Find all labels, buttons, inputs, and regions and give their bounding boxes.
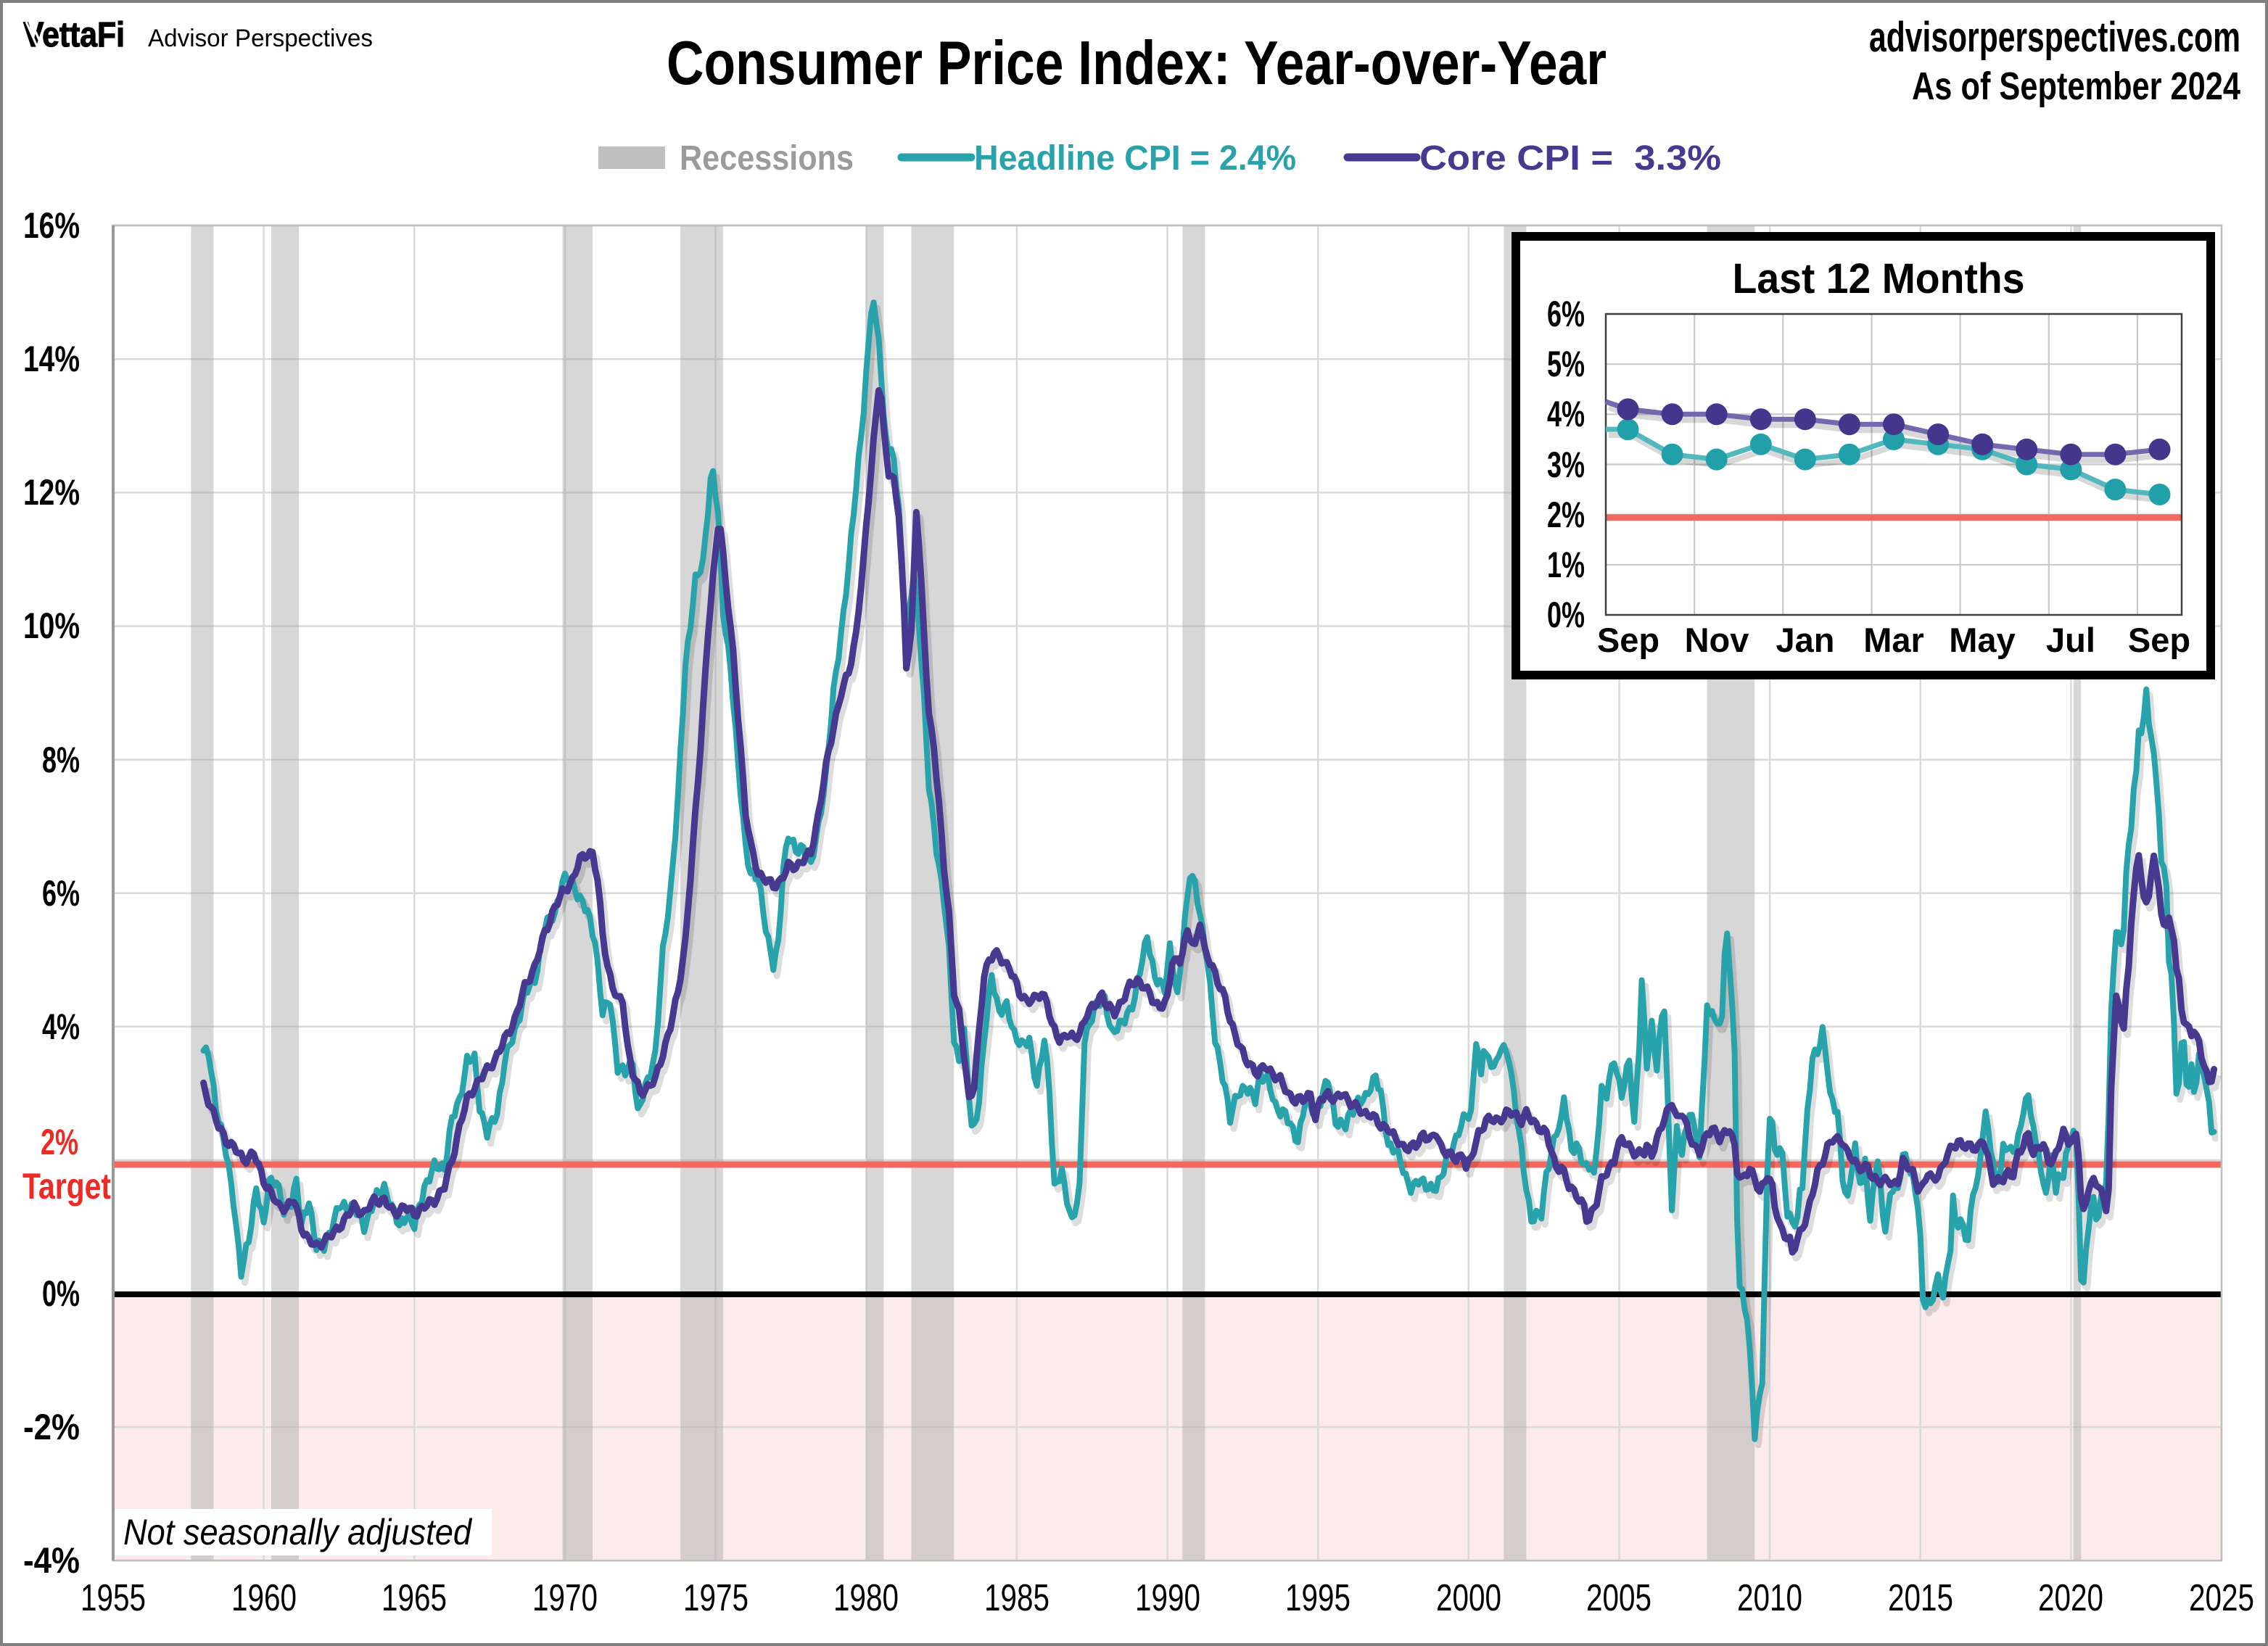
svg-text:VettaFi: VettaFi <box>23 16 125 54</box>
svg-text:8%: 8% <box>42 740 80 780</box>
svg-text:1960: 1960 <box>231 1577 297 1619</box>
svg-text:Core CPI = 3.3%: Core CPI = 3.3% <box>1419 139 1721 178</box>
svg-text:-2%: -2% <box>23 1407 80 1447</box>
svg-text:Headline CPI = 2.4%: Headline CPI = 2.4% <box>974 139 1296 178</box>
svg-text:1980: 1980 <box>833 1577 899 1619</box>
svg-text:1985: 1985 <box>984 1577 1050 1619</box>
svg-text:1965: 1965 <box>382 1577 447 1619</box>
svg-text:6%: 6% <box>1547 294 1585 334</box>
svg-text:2%: 2% <box>1547 495 1585 535</box>
svg-text:1975: 1975 <box>683 1577 749 1619</box>
svg-text:Target: Target <box>22 1166 111 1207</box>
svg-text:14%: 14% <box>23 339 80 379</box>
svg-text:1990: 1990 <box>1135 1577 1200 1619</box>
svg-text:10%: 10% <box>23 605 80 646</box>
svg-text:Recessions: Recessions <box>680 139 854 178</box>
svg-text:Jul: Jul <box>2046 621 2095 659</box>
svg-text:1970: 1970 <box>532 1577 598 1619</box>
svg-text:May: May <box>1949 621 2015 659</box>
svg-text:Sep: Sep <box>2128 621 2190 659</box>
svg-text:12%: 12% <box>23 472 80 513</box>
svg-text:1955: 1955 <box>81 1577 146 1619</box>
svg-text:1%: 1% <box>1547 545 1585 585</box>
svg-text:Sep: Sep <box>1597 621 1659 659</box>
svg-text:3%: 3% <box>1547 444 1585 485</box>
svg-text:2005: 2005 <box>1586 1577 1651 1619</box>
svg-text:4%: 4% <box>1547 394 1585 434</box>
svg-text:Advisor Perspectives: Advisor Perspectives <box>148 25 373 52</box>
svg-text:16%: 16% <box>23 205 80 246</box>
svg-text:2015: 2015 <box>1888 1577 1953 1619</box>
svg-text:4%: 4% <box>42 1006 80 1047</box>
svg-text:2025: 2025 <box>2189 1577 2254 1619</box>
svg-text:Consumer Price Index: Year-ove: Consumer Price Index: Year-over-Year <box>667 29 1607 98</box>
svg-text:0%: 0% <box>1547 595 1585 635</box>
svg-text:1995: 1995 <box>1285 1577 1351 1619</box>
svg-text:2000: 2000 <box>1436 1577 1501 1619</box>
svg-text:Jan: Jan <box>1776 621 1835 659</box>
svg-text:Mar: Mar <box>1863 621 1924 659</box>
svg-text:advisorperspectives.com: advisorperspectives.com <box>1869 14 2240 61</box>
svg-text:2020: 2020 <box>2038 1577 2103 1619</box>
svg-text:Nov: Nov <box>1685 621 1749 659</box>
svg-text:2%: 2% <box>41 1122 78 1162</box>
svg-text:0%: 0% <box>42 1273 80 1314</box>
svg-text:Last 12 Months: Last 12 Months <box>1733 255 2025 302</box>
svg-text:-4%: -4% <box>23 1540 80 1581</box>
svg-text:5%: 5% <box>1547 344 1585 384</box>
svg-text:As of September 2024: As of September 2024 <box>1912 65 2240 108</box>
svg-text:6%: 6% <box>42 873 80 914</box>
svg-text:Not seasonally adjusted: Not seasonally adjusted <box>123 1512 473 1552</box>
svg-text:2010: 2010 <box>1737 1577 1802 1619</box>
